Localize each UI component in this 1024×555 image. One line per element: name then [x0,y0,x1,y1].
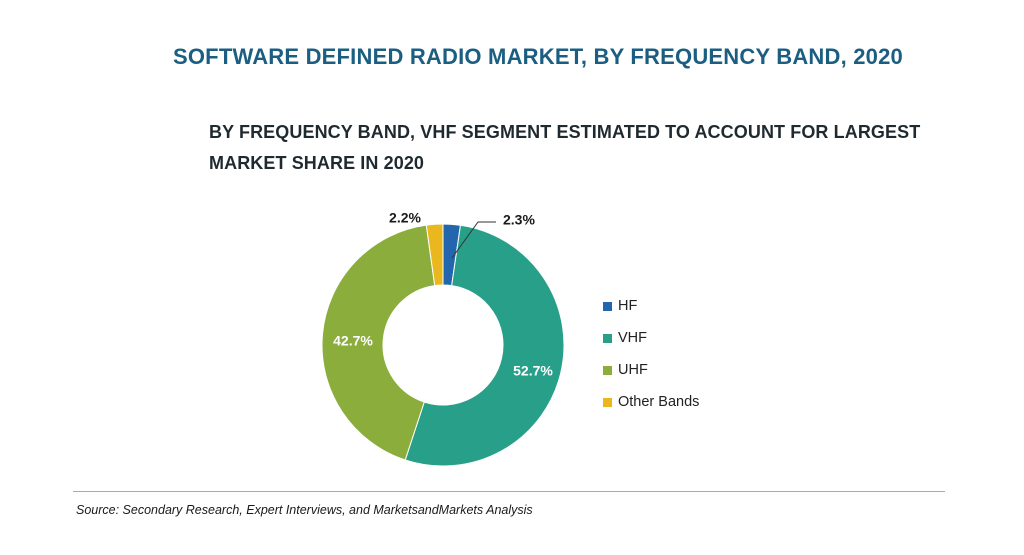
legend-swatch-vhf [603,333,612,343]
legend-label-vhf: VHF [618,330,647,346]
source-divider [73,491,945,492]
chart-legend: HF VHF UHF Other Bands [603,290,699,418]
data-label-other-bands: 2.2% [389,210,421,226]
leader-line-hf [451,221,496,259]
donut-slices [321,223,565,467]
legend-swatch-uhf [603,365,612,375]
chart-title: SOFTWARE DEFINED RADIO MARKET, BY FREQUE… [173,44,903,69]
slice-vhf [404,224,565,467]
donut-data-labels: 2.3% 52.7% 42.7% 2.2% [333,210,553,379]
slice-uhf [321,224,436,461]
legend-label-uhf: UHF [618,362,648,378]
data-label-hf: 2.3% [503,212,535,228]
legend-item-vhf: VHF [603,322,699,354]
legend-item-other-bands: Other Bands [603,386,699,418]
legend-label-other-bands: Other Bands [618,394,700,410]
legend-item-hf: HF [603,290,699,322]
legend-item-uhf: UHF [603,354,699,386]
slice-other-bands [425,223,444,287]
legend-swatch-other-bands [603,397,612,407]
data-label-vhf: 52.7% [513,363,553,379]
chart-subtitle: BY FREQUENCY BAND, VHF SEGMENT ESTIMATED… [209,122,921,173]
data-label-uhf: 42.7% [333,333,373,349]
legend-label-hf: HF [618,298,638,314]
source-note: Source: Secondary Research, Expert Inter… [76,503,533,517]
legend-swatch-hf [603,301,612,311]
